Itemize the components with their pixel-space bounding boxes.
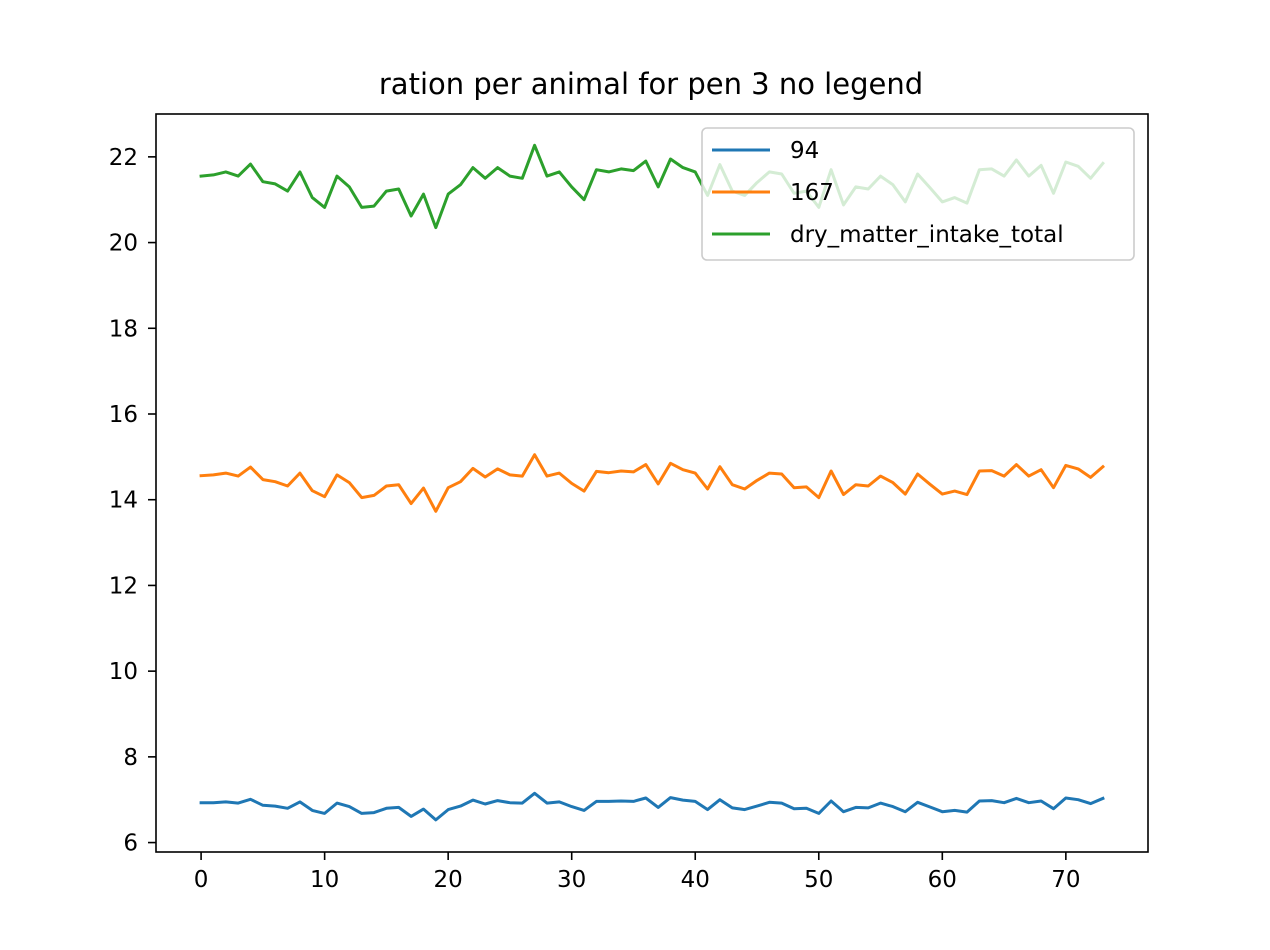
y-tick-label-6: 18 bbox=[109, 316, 138, 342]
y-tick-label-4: 14 bbox=[109, 488, 138, 514]
x-tick-label-1: 10 bbox=[310, 867, 339, 893]
axes: 0 10 20 30 40 50 60 70 6 8 10 12 14 16 18 20 22 bbox=[109, 145, 1081, 893]
x-tick-label-2: 20 bbox=[434, 867, 463, 893]
x-tick-label-6: 60 bbox=[928, 867, 957, 893]
y-tick-label-0: 6 bbox=[123, 831, 138, 857]
legend-label-2: dry_matter_intake_total bbox=[790, 222, 1064, 248]
x-tick-label-5: 50 bbox=[804, 867, 833, 893]
chart-title: ration per animal for pen 3 no legend bbox=[379, 67, 923, 101]
series-line-0 bbox=[199, 791, 1105, 822]
y-tick-label-8: 22 bbox=[109, 145, 138, 171]
legend-box bbox=[701, 127, 1135, 261]
legend-label-1: 167 bbox=[790, 180, 834, 206]
x-tick-label-7: 70 bbox=[1051, 867, 1080, 893]
plot-frame bbox=[155, 113, 1149, 853]
x-tick-label-4: 40 bbox=[681, 867, 710, 893]
y-tick-label-1: 8 bbox=[123, 745, 138, 771]
y-tick-label-5: 16 bbox=[109, 402, 138, 428]
y-tick-label-2: 10 bbox=[109, 659, 138, 685]
x-tick-label-0: 0 bbox=[194, 867, 209, 893]
y-tick-label-3: 12 bbox=[109, 573, 138, 599]
series-line-1 bbox=[199, 453, 1106, 513]
y-tick-label-7: 20 bbox=[109, 231, 138, 257]
x-tick-label-3: 30 bbox=[557, 867, 586, 893]
legend: 94 167 dry_matter_intake_total bbox=[701, 127, 1135, 261]
legend-label-0: 94 bbox=[790, 138, 819, 164]
